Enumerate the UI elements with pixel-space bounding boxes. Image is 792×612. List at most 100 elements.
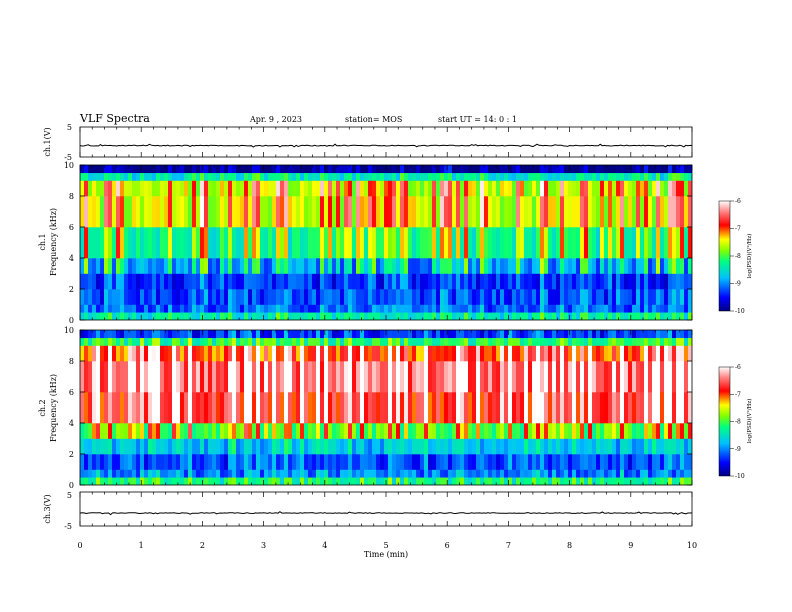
spectrogram-cell	[680, 477, 685, 485]
spectrogram-cell	[280, 227, 285, 259]
spectrogram-cell	[664, 180, 669, 197]
spectrogram-cell	[412, 337, 417, 346]
spectrogram-cell	[536, 345, 541, 362]
spectrogram-cell	[576, 361, 581, 393]
spectrogram-cell	[440, 273, 445, 290]
spectrogram-cell	[92, 273, 97, 290]
spectrogram-cell	[544, 304, 549, 313]
spectrogram-cell	[448, 477, 453, 485]
spectrogram-cell	[324, 196, 329, 228]
spectrogram-cell	[656, 289, 661, 305]
spectrogram-cell	[424, 196, 429, 228]
spectrogram-cell	[316, 165, 321, 174]
spectrogram-cell	[408, 361, 413, 393]
spectrogram-cell	[112, 454, 117, 470]
spectrogram-ytick-label: 8	[69, 357, 74, 366]
spectrogram-cell	[240, 438, 245, 455]
spectrogram-cell	[308, 423, 313, 439]
spectrogram-cell	[100, 423, 105, 439]
spectrogram-cell	[408, 337, 413, 346]
spectrogram-cell	[636, 337, 641, 346]
spectrogram-cell	[576, 227, 581, 259]
spectrogram-cell	[644, 330, 649, 339]
spectrogram-cell	[576, 454, 581, 470]
spectrogram-cell	[320, 469, 325, 478]
spectrogram-cell	[424, 227, 429, 259]
spectrogram-cell	[536, 227, 541, 259]
spectrogram-cell	[372, 273, 377, 290]
ch3-waveform-line	[79, 511, 693, 516]
spectrogram-cell	[328, 361, 333, 393]
spectrogram-cell	[228, 392, 233, 424]
time-axis-label: Time (min)	[364, 550, 408, 559]
spectrogram-cell	[384, 227, 389, 259]
spectrogram-cell	[516, 165, 521, 174]
spectrogram-cell	[544, 423, 549, 439]
spectrogram-cell	[336, 227, 341, 259]
spectrogram-cell	[340, 337, 345, 346]
spectrogram-cell	[368, 273, 373, 290]
spectrogram-cell	[544, 392, 549, 424]
spectrogram-cell	[476, 180, 481, 197]
spectrogram-cell	[300, 304, 305, 313]
spectrogram-cell	[328, 289, 333, 305]
spectrogram-cell	[604, 423, 609, 439]
spectrogram-cell	[352, 361, 357, 393]
spectrogram-cell	[408, 258, 413, 274]
spectrogram-cell	[88, 423, 93, 439]
spectrogram-cell	[380, 337, 385, 346]
colorbar-tick-label: -6	[735, 198, 741, 205]
spectrogram-cell	[92, 361, 97, 393]
spectrogram-cell	[400, 330, 405, 339]
spectrogram-cell	[460, 337, 465, 346]
spectrogram-cell	[352, 180, 357, 197]
spectrogram-cell	[316, 438, 321, 455]
spectrogram-cell	[88, 172, 93, 181]
spectrogram-cell	[164, 312, 169, 320]
spectrogram-cell	[364, 469, 369, 478]
spectrogram-cell	[172, 423, 177, 439]
spectrogram-cell	[648, 172, 653, 181]
spectrogram-cell	[92, 392, 97, 424]
spectrogram-cell	[392, 227, 397, 259]
spectrogram-cell	[556, 337, 561, 346]
spectrogram-cell	[480, 312, 485, 320]
spectrogram-cell	[608, 289, 613, 305]
spectrogram-cell	[180, 345, 185, 362]
spectrogram-cell	[604, 469, 609, 478]
spectrogram-cell	[244, 423, 249, 439]
spectrogram-cell	[80, 361, 85, 393]
spectrogram-cell	[580, 337, 585, 346]
spectrogram-cell	[608, 392, 613, 424]
spectrogram-cell	[560, 469, 565, 478]
spectrogram-cell	[140, 227, 145, 259]
spectrogram-cell	[448, 345, 453, 362]
spectrogram-cell	[416, 438, 421, 455]
spectrogram-cell	[644, 180, 649, 197]
spectrogram-cell	[312, 304, 317, 313]
spectrogram-cell	[624, 273, 629, 290]
spectrogram-cell	[100, 392, 105, 424]
spectrogram-cell	[488, 165, 493, 174]
spectrogram-cell	[188, 258, 193, 274]
spectrogram-cell	[152, 361, 157, 393]
spectrogram-cell	[192, 361, 197, 393]
spectrogram-cell	[372, 289, 377, 305]
spectrogram-cell	[220, 289, 225, 305]
spectrogram-cell	[520, 423, 525, 439]
spectrogram-cell	[332, 345, 337, 362]
spectrogram-cell	[688, 180, 692, 197]
spectrogram-cell	[248, 312, 253, 320]
spectrogram-cell	[140, 454, 145, 470]
spectrogram-cell	[428, 180, 433, 197]
spectrogram-cell	[248, 345, 253, 362]
spectrogram-cell	[560, 165, 565, 174]
spectrogram-cell	[244, 392, 249, 424]
spectrogram-cell	[456, 289, 461, 305]
spectrogram-cell	[464, 361, 469, 393]
spectrogram-cell	[300, 345, 305, 362]
spectrogram-cell	[384, 258, 389, 274]
spectrogram-cell	[672, 172, 677, 181]
ch2-spectrogram-image	[80, 330, 692, 485]
